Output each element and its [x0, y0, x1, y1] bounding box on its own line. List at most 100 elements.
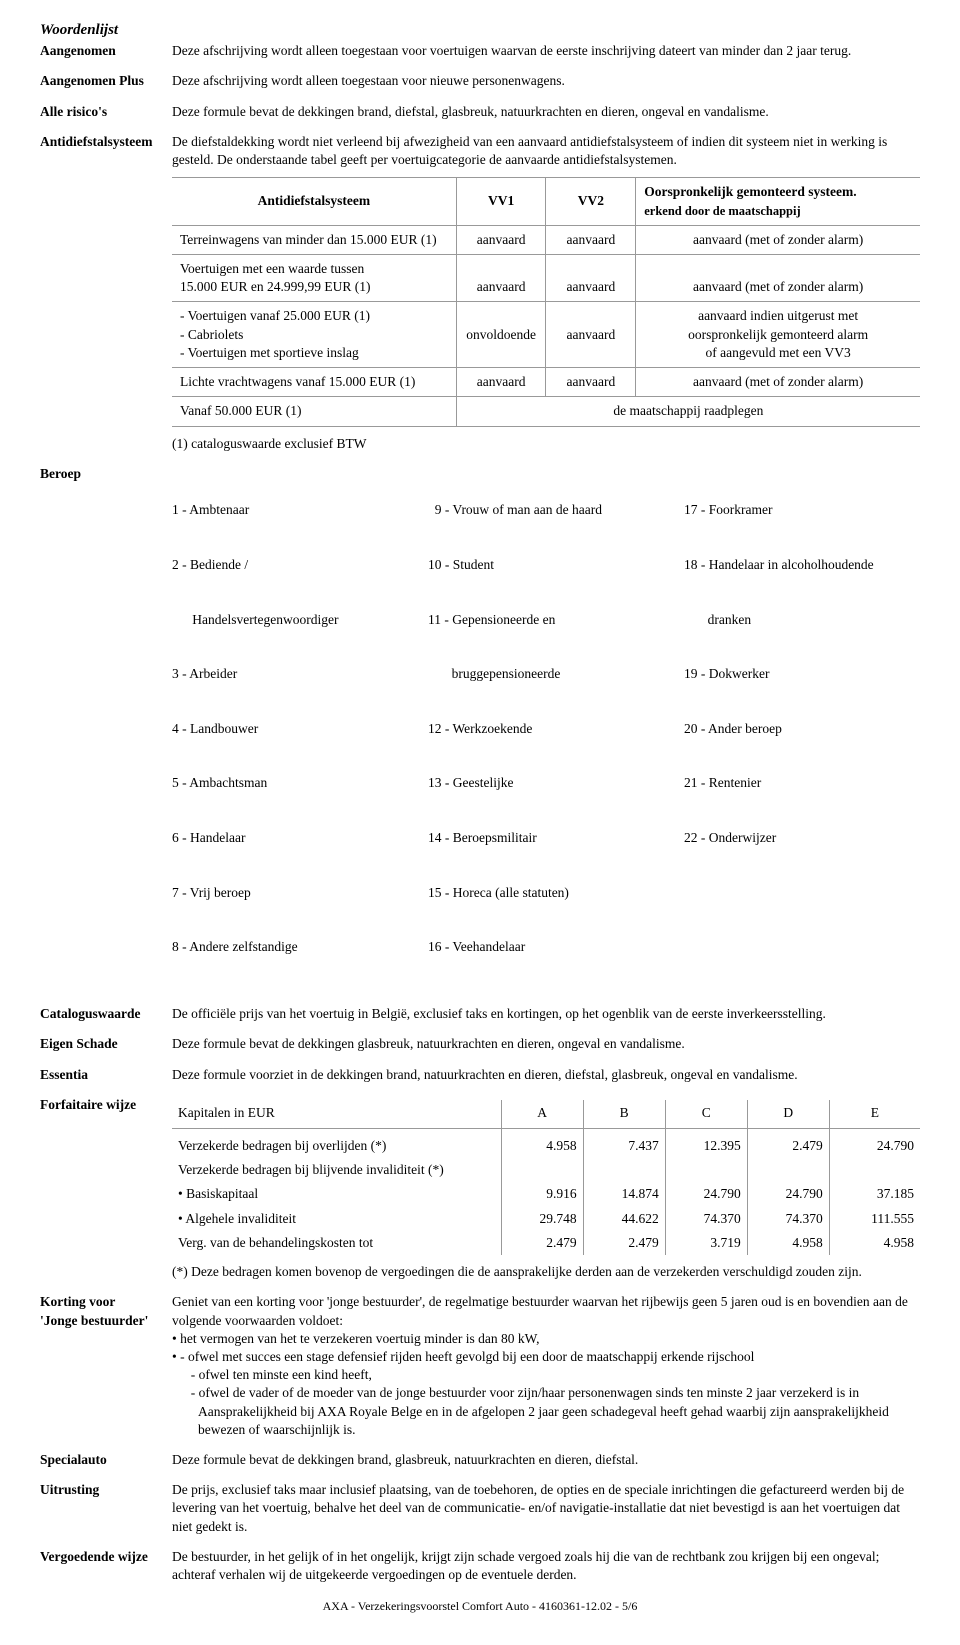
term-label: Aangenomen	[40, 42, 172, 60]
term-label: Korting voor 'Jonge bestuurder'	[40, 1293, 172, 1439]
term-def: Deze formule voorziet in de dekkingen br…	[172, 1066, 920, 1084]
cell-line: of aangevuld met een VV3	[706, 345, 851, 360]
cell-line: aanvaard indien uitgerust met	[698, 308, 858, 323]
cell: 24.790	[829, 1128, 920, 1158]
korting-intro: Geniet van een korting voor 'jonge bestu…	[172, 1293, 920, 1329]
cell: 7.437	[583, 1128, 665, 1158]
term-def: Deze formule bevat de dekkingen glasbreu…	[172, 1035, 920, 1053]
term-uitrusting: Uitrusting De prijs, exclusief taks maar…	[40, 1481, 920, 1536]
list-item: 7 - Vrij beroep	[172, 884, 408, 902]
cell: 2.479	[747, 1128, 829, 1158]
cell: Verzekerde bedragen bij overlijden (*)	[172, 1128, 501, 1158]
cell: 3.719	[665, 1231, 747, 1255]
term-cataloguswaarde: Cataloguswaarde De officiële prijs van h…	[40, 1005, 920, 1023]
cell: aanvaard	[456, 225, 546, 254]
th-vv1: VV1	[456, 178, 546, 225]
term-beroep: Beroep 1 - Ambtenaar 2 - Bediende / Hand…	[40, 465, 920, 993]
cell: 24.790	[665, 1182, 747, 1206]
cell-line: Voertuigen met een waarde tussen	[180, 261, 364, 276]
term-label: Specialauto	[40, 1451, 172, 1469]
cell	[665, 1158, 747, 1182]
term-alle-risicos: Alle risico's Deze formule bevat de dekk…	[40, 103, 920, 121]
list-item: 12 - Werkzoekende	[428, 720, 664, 738]
list-item: 16 - Veehandelaar	[428, 938, 664, 956]
forf-table: Kapitalen in EUR A B C D E Verzekerde be…	[172, 1100, 920, 1255]
list-item: 5 - Ambachtsman	[172, 774, 408, 792]
term-antidief: Antidiefstalsysteem De diefstaldekking w…	[40, 133, 920, 453]
cell: 4.958	[829, 1231, 920, 1255]
term-def-text: De diefstaldekking wordt niet verleend b…	[172, 133, 920, 169]
term-aangenomen: Aangenomen Deze afschrijving wordt allee…	[40, 42, 920, 60]
th-antidief: Antidiefstalsysteem	[172, 178, 456, 225]
antidief-table: Antidiefstalsysteem VV1 VV2 Oorspronkeli…	[172, 177, 920, 426]
cell: aanvaard	[456, 368, 546, 397]
cell: • Basiskapitaal	[172, 1182, 501, 1206]
list-item: 6 - Handelaar	[172, 829, 408, 847]
cell: • Algehele invaliditeit	[172, 1207, 501, 1231]
list-item: 4 - Landbouwer	[172, 720, 408, 738]
forf-col: B	[583, 1100, 665, 1129]
list-item: 8 - Andere zelfstandige	[172, 938, 408, 956]
term-def: Deze formule bevat de dekkingen brand, d…	[172, 103, 920, 121]
cell: 4.958	[747, 1231, 829, 1255]
cell-line: - Cabriolets	[180, 327, 243, 342]
list-item: 21 - Rentenier	[684, 774, 920, 792]
table-row: • Algehele invaliditeit 29.748 44.622 74…	[172, 1207, 920, 1231]
cell: 74.370	[665, 1207, 747, 1231]
term-label: Essentia	[40, 1066, 172, 1084]
term-essentia: Essentia Deze formule voorziet in de dek…	[40, 1066, 920, 1084]
forf-footnote: (*) Deze bedragen komen bovenop de vergo…	[172, 1263, 920, 1281]
table-row: Vanaf 50.000 EUR (1) de maatschappij raa…	[172, 397, 920, 426]
cell	[501, 1158, 583, 1182]
table-row: Voertuigen met een waarde tussen 15.000 …	[172, 255, 920, 302]
term-def: De prijs, exclusief taks maar inclusief …	[172, 1481, 920, 1536]
term-def: Geniet van een korting voor 'jonge bestu…	[172, 1293, 920, 1439]
term-def: Deze formule bevat de dekkingen brand, g…	[172, 1451, 920, 1469]
cell	[829, 1158, 920, 1182]
forf-col: E	[829, 1100, 920, 1129]
table-row: Verzekerde bedragen bij overlijden (*) 4…	[172, 1128, 920, 1158]
list-item: 1 - Ambtenaar	[172, 501, 408, 519]
cell: Verg. van de behandelingskosten tot	[172, 1231, 501, 1255]
cell: 24.790	[747, 1182, 829, 1206]
table-row: Verzekerde bedragen bij blijvende invali…	[172, 1158, 920, 1182]
table-row: • Basiskapitaal 9.916 14.874 24.790 24.7…	[172, 1182, 920, 1206]
list-item: 18 - Handelaar in alcoholhoudende	[684, 556, 920, 574]
term-def: Deze afschrijving wordt alleen toegestaa…	[172, 72, 920, 90]
beroep-col-3: 17 - Foorkramer 18 - Handelaar in alcoho…	[684, 465, 920, 993]
th-orig: Oorspronkelijk gemonteerd systeem. erken…	[636, 178, 920, 225]
list-item: Handelsvertegenwoordiger	[172, 611, 408, 629]
cell: de maatschappij raadplegen	[456, 397, 920, 426]
cell: aanvaard (met of zonder alarm)	[636, 255, 920, 302]
list-item: 19 - Dokwerker	[684, 665, 920, 683]
forf-col: C	[665, 1100, 747, 1129]
cell	[747, 1158, 829, 1182]
list-item: 14 - Beroepsmilitair	[428, 829, 664, 847]
term-label: Cataloguswaarde	[40, 1005, 172, 1023]
term-specialauto: Specialauto Deze formule bevat de dekkin…	[40, 1451, 920, 1469]
term-label: Forfaitaire wijze	[40, 1096, 172, 1282]
list-item: dranken	[684, 611, 920, 629]
list-item: • het vermogen van het te verzekeren voe…	[172, 1330, 920, 1348]
cell: aanvaard (met of zonder alarm)	[636, 368, 920, 397]
term-korting: Korting voor 'Jonge bestuurder' Geniet v…	[40, 1293, 920, 1439]
term-def: Kapitalen in EUR A B C D E Verzekerde be…	[172, 1096, 920, 1282]
term-label: Beroep	[40, 465, 172, 993]
list-item: 13 - Geestelijke	[428, 774, 664, 792]
term-label: Uitrusting	[40, 1481, 172, 1536]
cell: 14.874	[583, 1182, 665, 1206]
cell-line: - Voertuigen vanaf 25.000 EUR (1)	[180, 308, 370, 323]
list-item: 17 - Foorkramer	[684, 501, 920, 519]
term-label-line: 'Jonge bestuurder'	[40, 1313, 148, 1328]
term-aangenomen-plus: Aangenomen Plus Deze afschrijving wordt …	[40, 72, 920, 90]
list-item: 11 - Gepensioneerde en	[428, 611, 664, 629]
term-def: De officiële prijs van het voertuig in B…	[172, 1005, 920, 1023]
cell: 74.370	[747, 1207, 829, 1231]
term-label: Aangenomen Plus	[40, 72, 172, 90]
cell: aanvaard	[546, 368, 636, 397]
term-vergoedende: Vergoedende wijze De bestuurder, in het …	[40, 1548, 920, 1584]
cell: 37.185	[829, 1182, 920, 1206]
cell-line: - Voertuigen met sportieve inslag	[180, 345, 359, 360]
table-row: - Voertuigen vanaf 25.000 EUR (1) - Cabr…	[172, 302, 920, 368]
cell: - Voertuigen vanaf 25.000 EUR (1) - Cabr…	[172, 302, 456, 368]
